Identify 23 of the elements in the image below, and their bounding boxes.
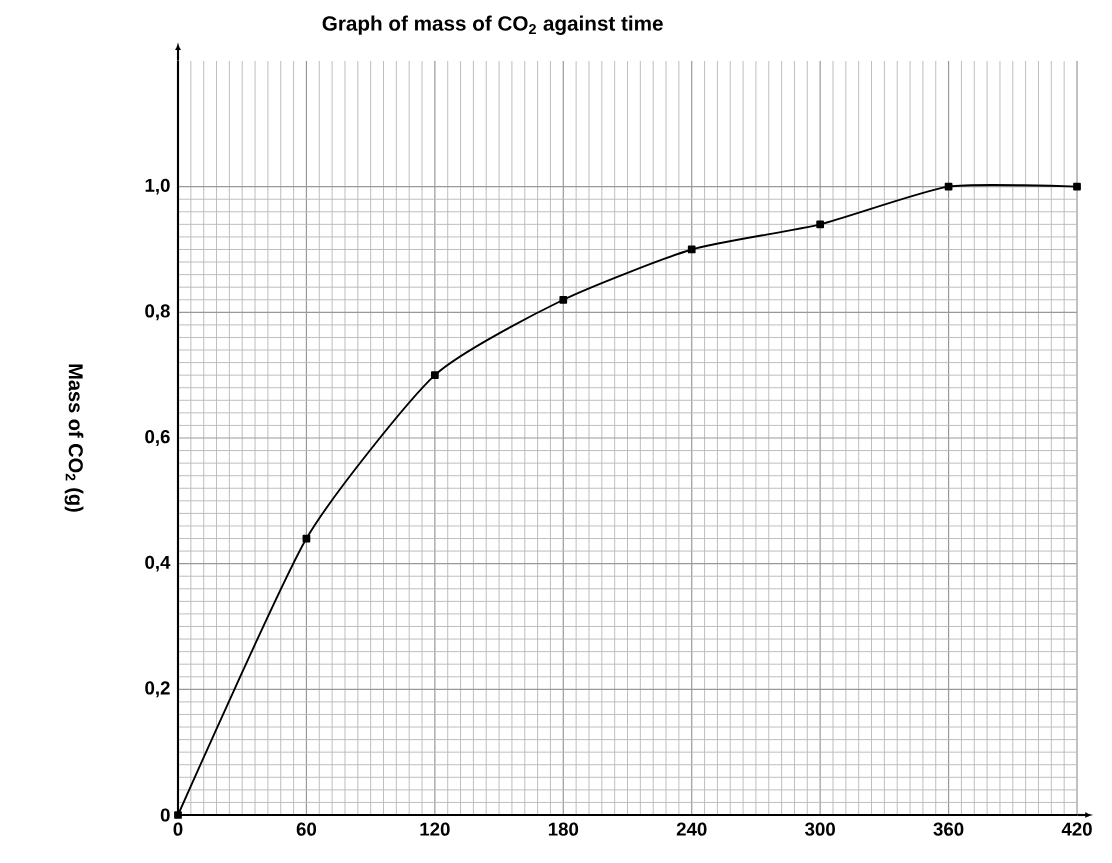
y-tick-label: 0,8 bbox=[145, 304, 170, 321]
y-tick-label: 0,4 bbox=[145, 555, 171, 572]
x-tick-label: 420 bbox=[1061, 822, 1092, 836]
y-tick-label: 0 bbox=[160, 808, 170, 822]
point bbox=[174, 811, 182, 819]
y-tick-label: 1,0 bbox=[145, 178, 170, 195]
point bbox=[687, 245, 696, 254]
x-tick-label: 0 bbox=[173, 822, 183, 836]
y-tick-label: 0,6 bbox=[145, 430, 170, 446]
point bbox=[559, 295, 568, 304]
point bbox=[944, 182, 953, 191]
x-tick-label: 240 bbox=[676, 822, 707, 836]
x-tick-label: 300 bbox=[805, 822, 835, 836]
y-tick-label: 0,2 bbox=[145, 681, 170, 698]
point bbox=[816, 220, 825, 229]
x-tick-label: 120 bbox=[420, 822, 450, 836]
x-tick-label: 180 bbox=[548, 822, 579, 836]
y-axis-title: Mass of CO$_{2}$ (g) bbox=[64, 364, 84, 512]
x-tick-label: 60 bbox=[296, 822, 317, 836]
point bbox=[1073, 182, 1081, 191]
chart-title: Graph of mass of CO$_{2}$ against time bbox=[322, 15, 663, 35]
point bbox=[430, 371, 439, 380]
x-tick-label: 360 bbox=[933, 822, 964, 836]
